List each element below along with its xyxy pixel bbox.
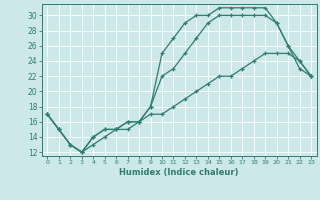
X-axis label: Humidex (Indice chaleur): Humidex (Indice chaleur): [119, 168, 239, 177]
